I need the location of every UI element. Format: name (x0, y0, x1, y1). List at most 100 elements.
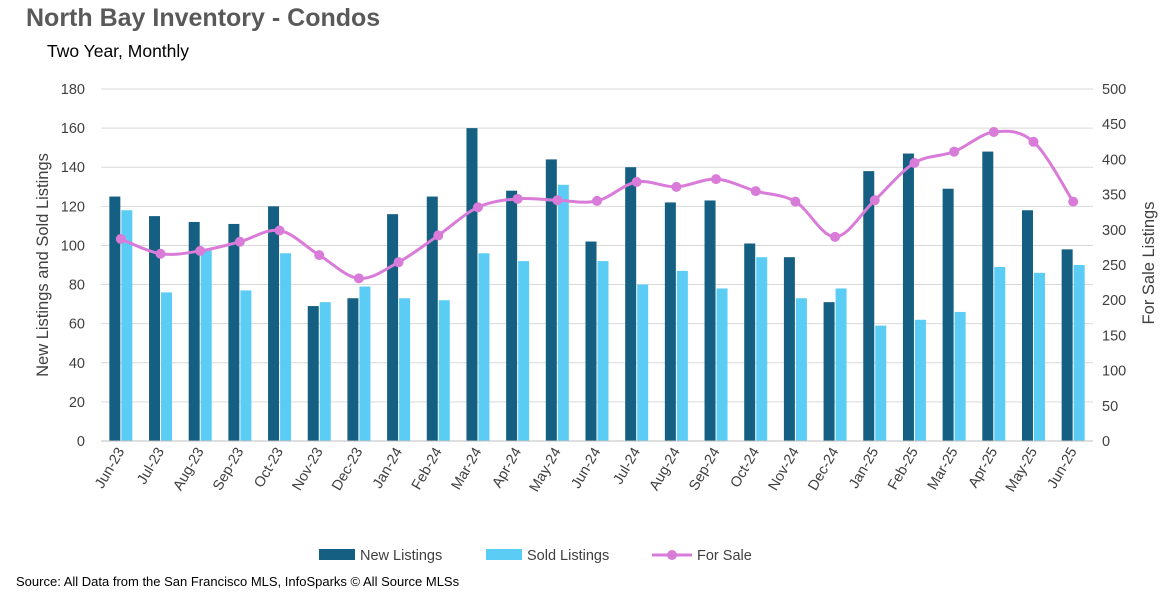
sold-listings-bar (319, 302, 331, 441)
y2-tick-label: 200 (1102, 293, 1126, 309)
x-tick-label: Nov-23 (289, 445, 326, 493)
sold-listings-bar (994, 266, 1006, 441)
new-listings-bar (506, 190, 518, 441)
sold-listings-bar (914, 319, 926, 441)
y2-tick-label: 400 (1102, 152, 1126, 168)
y2-tick-label: 250 (1102, 258, 1126, 274)
x-tick-label: Jul-24 (611, 445, 645, 487)
y2-tick-label: 350 (1102, 188, 1126, 204)
sold-listings-bar (240, 290, 252, 441)
x-tick-label: Oct-24 (728, 445, 764, 491)
sold-listings-bar (359, 286, 371, 441)
for-sale-point (234, 236, 245, 247)
for-sale-point (353, 273, 364, 284)
sold-listings-bar (161, 292, 173, 441)
legend-marker-for-sale (667, 550, 677, 560)
for-sale-point (433, 230, 444, 241)
new-listings-bar (902, 153, 914, 442)
new-listings-bar (307, 306, 319, 441)
y-tick-label: 40 (69, 356, 85, 372)
y-tick-label: 140 (61, 160, 85, 176)
new-listings-bar (664, 202, 676, 441)
legend-swatch-sold-listings (486, 549, 522, 560)
new-listings-bar (585, 241, 597, 441)
x-tick-label: Aug-24 (647, 445, 684, 494)
new-listings-bar (625, 167, 637, 441)
x-tick-label: Jun-23 (92, 445, 128, 491)
new-listings-bar (1061, 249, 1073, 441)
legend-label-for-sale: For Sale (697, 548, 752, 564)
for-sale-point (988, 126, 999, 137)
x-tick-label: Jun-24 (568, 445, 604, 491)
for-sale-point (949, 146, 960, 157)
sold-listings-bar (399, 298, 411, 441)
new-listings-bar (149, 216, 161, 441)
new-listings-bar (982, 151, 994, 442)
for-sale-point (155, 248, 166, 259)
sold-listings-bar (835, 288, 847, 441)
new-listings-bar (744, 243, 756, 441)
new-listings-bar (783, 257, 795, 441)
new-listings-bar (387, 214, 399, 441)
sold-listings-bar (518, 261, 530, 441)
new-listings-bar (863, 171, 875, 441)
for-sale-point (393, 257, 404, 268)
source-note: Source: All Data from the San Francisco … (16, 574, 460, 589)
new-listings-bar (942, 188, 954, 441)
for-sale-point (592, 195, 602, 206)
y2-tick-label: 500 (1102, 82, 1126, 98)
new-listings-bar (704, 200, 716, 441)
x-tick-label: Dec-24 (805, 445, 842, 493)
x-tick-label: Feb-24 (409, 445, 446, 493)
new-listings-bar (545, 159, 557, 441)
y-axis-label: New Listings and Sold Listings (34, 153, 52, 377)
y2-axis-label: For Sale Listings (1140, 202, 1158, 325)
y-tick-label: 60 (69, 317, 85, 333)
y-tick-label: 160 (61, 121, 85, 137)
x-tick-label: Jan-25 (846, 445, 882, 491)
legend-swatch-new-listings (319, 549, 355, 560)
for-sale-point (631, 176, 642, 187)
x-tick-label: Oct-23 (251, 445, 287, 491)
y-tick-label: 180 (61, 82, 85, 98)
x-tick-label: Jun-25 (1045, 445, 1081, 491)
sold-listings-bar (438, 300, 450, 441)
y2-tick-label: 0 (1102, 434, 1110, 450)
y-tick-label: 120 (61, 199, 85, 215)
x-tick-label: Apr-25 (966, 445, 1002, 491)
for-sale-point (1028, 136, 1039, 147)
for-sale-point (869, 195, 880, 206)
sold-listings-bar (875, 325, 887, 441)
sold-listings-bar (1073, 265, 1085, 441)
y2-tick-label: 450 (1102, 117, 1126, 133)
sold-listings-bar (557, 184, 569, 442)
for-sale-point (512, 193, 523, 204)
x-tick-label: Mar-24 (449, 445, 486, 493)
x-tick-label: May-24 (527, 445, 565, 495)
new-listings-bar (188, 221, 200, 441)
for-sale-point (274, 225, 285, 236)
sold-listings-bar (1033, 272, 1045, 441)
y2-tick-label: 150 (1102, 328, 1126, 344)
for-sale-point (195, 245, 206, 256)
x-tick-label: Feb-25 (885, 445, 922, 493)
y2-tick-label: 100 (1102, 364, 1126, 380)
sold-listings-bar (756, 257, 768, 441)
for-sale-point (671, 181, 682, 192)
x-tick-label: Mar-25 (925, 445, 962, 493)
x-tick-label: Apr-24 (489, 445, 525, 491)
legend-label-sold-listings: Sold Listings (527, 548, 609, 564)
y2-tick-label: 50 (1102, 399, 1118, 415)
for-sale-point (472, 202, 483, 213)
y-tick-label: 20 (69, 395, 85, 411)
sold-listings-bar (121, 210, 133, 441)
sold-listings-bar (478, 253, 490, 441)
for-sale-point (790, 196, 801, 207)
legend-label-new-listings: New Listings (360, 548, 442, 564)
sold-listings-bar (637, 284, 649, 441)
for-sale-point (115, 233, 126, 244)
x-tick-label: Jul-23 (134, 445, 168, 487)
for-sale-point (909, 157, 920, 168)
sold-listings-bar (676, 270, 688, 441)
